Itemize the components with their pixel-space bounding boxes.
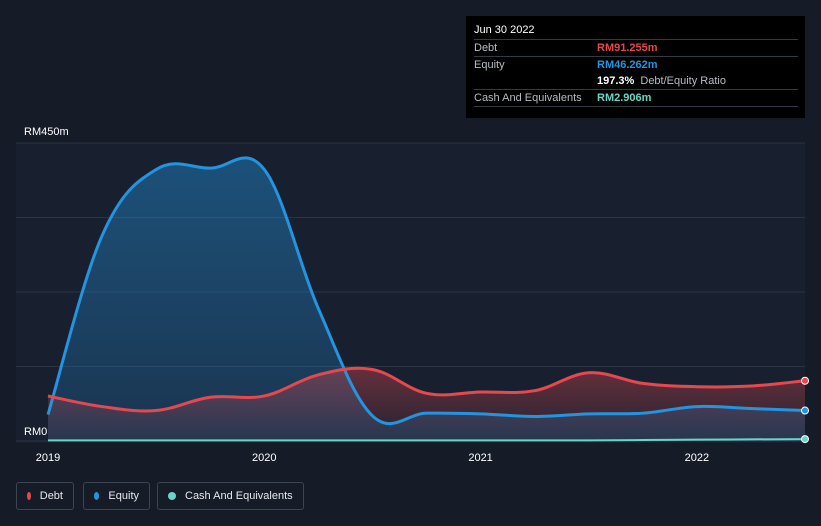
tooltip-cash-value: RM2.906m bbox=[597, 92, 652, 104]
legend-equity-label: Equity bbox=[108, 490, 139, 502]
legend-item-debt[interactable]: Debt bbox=[16, 482, 74, 510]
x-axis-labels: 2019 2020 2021 2022 bbox=[36, 452, 709, 464]
tooltip-debt-label: Debt bbox=[474, 42, 498, 54]
end-markers bbox=[801, 376, 809, 444]
legend-item-cash[interactable]: Cash And Equivalents bbox=[157, 482, 304, 510]
x-tick-label: 2019 bbox=[36, 452, 60, 464]
equity-area bbox=[48, 157, 805, 442]
cash-line bbox=[48, 438, 806, 442]
y-tick-label-min: RM0 bbox=[24, 426, 47, 438]
x-tick-label: 2020 bbox=[252, 452, 276, 464]
cash-end-marker bbox=[801, 435, 809, 444]
equity-line bbox=[46, 156, 806, 426]
equity-end-marker bbox=[801, 406, 809, 415]
tooltip-date: Jun 30 2022 bbox=[474, 24, 535, 36]
cash-legend-dot-icon bbox=[168, 492, 176, 500]
equity-legend-dot-icon bbox=[94, 492, 100, 500]
debt-legend-dot-icon bbox=[27, 492, 31, 500]
legend-debt-label: Debt bbox=[39, 490, 63, 502]
debt-end-marker bbox=[801, 376, 809, 385]
tooltip-debt-value: RM91.255m bbox=[597, 42, 658, 54]
tooltip-ratio-value: 197.3% bbox=[597, 75, 635, 87]
tooltip-equity-label: Equity bbox=[474, 59, 505, 71]
tooltip-cash-label: Cash And Equivalents bbox=[474, 92, 582, 104]
legend-cash-label: Cash And Equivalents bbox=[185, 490, 293, 502]
debt-line bbox=[47, 366, 806, 413]
legend-item-equity[interactable]: Equity bbox=[83, 482, 150, 510]
data-tooltip: Jun 30 2022 Debt RM91.255m Equity RM46.2… bbox=[466, 16, 805, 118]
tooltip-ratio-label: Debt/Equity Ratio bbox=[640, 75, 726, 87]
tooltip-equity-value: RM46.262m bbox=[597, 59, 658, 71]
x-tick-label: 2022 bbox=[685, 452, 709, 464]
debt-area bbox=[48, 368, 805, 441]
x-tick-label: 2021 bbox=[468, 452, 492, 464]
y-tick-label-max: RM450m bbox=[24, 126, 69, 138]
